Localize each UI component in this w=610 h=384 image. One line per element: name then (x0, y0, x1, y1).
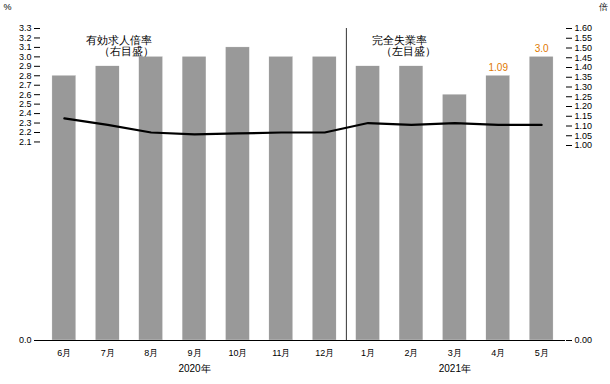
svg-text:1.45: 1.45 (575, 53, 593, 63)
svg-text:2020年: 2020年 (178, 363, 210, 374)
svg-text:1.00: 1.00 (575, 140, 593, 150)
svg-text:7月: 7月 (101, 348, 115, 358)
svg-text:9月: 9月 (188, 348, 202, 358)
svg-text:8月: 8月 (144, 348, 158, 358)
svg-text:倍: 倍 (599, 2, 608, 12)
svg-text:5月: 5月 (535, 348, 549, 358)
svg-text:2.3: 2.3 (19, 118, 32, 128)
svg-text:1月: 1月 (361, 348, 375, 358)
svg-text:11月: 11月 (272, 348, 290, 358)
svg-text:12月: 12月 (315, 348, 334, 358)
svg-text:（左目盛）: （左目盛） (381, 45, 436, 57)
svg-text:3.1: 3.1 (19, 42, 32, 52)
svg-text:2.9: 2.9 (19, 61, 32, 71)
svg-text:2021年: 2021年 (439, 363, 471, 374)
svg-text:%: % (4, 2, 12, 12)
svg-text:1.50: 1.50 (575, 43, 593, 53)
svg-text:2.7: 2.7 (19, 80, 32, 90)
svg-text:（右目盛）: （右目盛） (99, 45, 154, 57)
svg-text:1.15: 1.15 (575, 111, 593, 121)
svg-text:1.09: 1.09 (489, 62, 509, 73)
svg-text:1.20: 1.20 (575, 101, 593, 111)
svg-text:2.5: 2.5 (19, 99, 32, 109)
svg-text:0.00: 0.00 (575, 335, 593, 345)
svg-text:完全失業率: 完全失業率 (372, 34, 427, 46)
svg-text:有効求人倍率: 有効求人倍率 (86, 34, 152, 46)
svg-text:2月: 2月 (404, 348, 418, 358)
svg-text:1.05: 1.05 (575, 131, 593, 141)
svg-text:3.0: 3.0 (19, 52, 32, 62)
svg-text:3.2: 3.2 (19, 33, 32, 43)
svg-text:10月: 10月 (228, 348, 247, 358)
svg-text:2.2: 2.2 (19, 127, 32, 137)
svg-text:1.25: 1.25 (575, 92, 593, 102)
svg-text:1.55: 1.55 (575, 33, 593, 43)
svg-text:1.60: 1.60 (575, 23, 593, 33)
svg-text:1.30: 1.30 (575, 82, 593, 92)
svg-text:0.0: 0.0 (19, 335, 32, 345)
svg-text:3月: 3月 (448, 348, 462, 358)
svg-text:3.0: 3.0 (535, 43, 549, 54)
svg-text:3.3: 3.3 (19, 23, 32, 33)
svg-text:1.40: 1.40 (575, 62, 593, 72)
svg-text:1.10: 1.10 (575, 121, 593, 131)
svg-text:1.35: 1.35 (575, 72, 593, 82)
svg-text:2.4: 2.4 (19, 108, 32, 118)
svg-text:2.1: 2.1 (19, 137, 32, 147)
svg-text:6月: 6月 (57, 348, 71, 358)
svg-text:2.8: 2.8 (19, 71, 32, 81)
svg-text:4月: 4月 (491, 348, 505, 358)
svg-text:2.6: 2.6 (19, 90, 32, 100)
